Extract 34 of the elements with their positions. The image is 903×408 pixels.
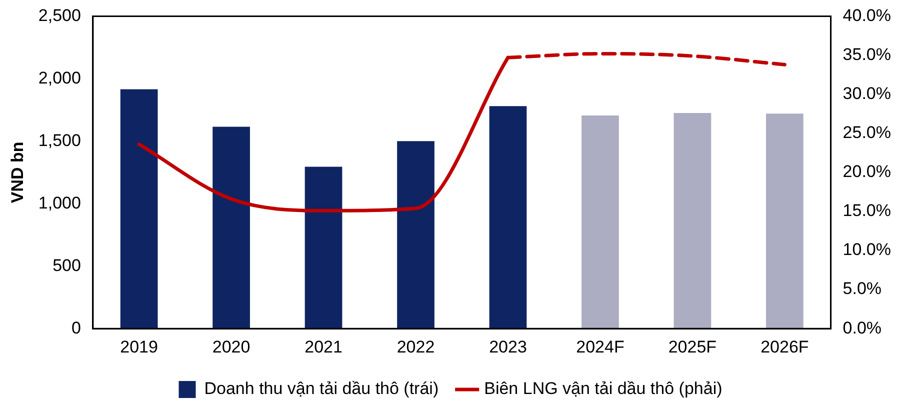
y2-tick-label: 40.0% bbox=[842, 6, 891, 25]
bar bbox=[582, 116, 619, 329]
bar bbox=[212, 126, 250, 329]
x-tick-label: 2026F bbox=[760, 337, 809, 356]
y2-tick-label: 10.0% bbox=[842, 240, 891, 260]
y-tick-label: 1,500 bbox=[38, 130, 81, 150]
x-tick-label: 2020 bbox=[212, 337, 250, 356]
x-tick-label: 2019 bbox=[120, 337, 158, 356]
y-tick-label: 0 bbox=[71, 318, 81, 338]
x-tick-label: 2024F bbox=[576, 337, 624, 356]
legend-label: Biên LNG vận tải dầu thô (phải) bbox=[484, 379, 722, 398]
bar bbox=[489, 106, 527, 329]
legend-label: Doanh thu vận tải dầu thô (trái) bbox=[204, 379, 439, 398]
bar bbox=[397, 141, 434, 329]
y-tick-label: 2,000 bbox=[38, 68, 81, 88]
y2-tick-label: 5.0% bbox=[842, 279, 882, 298]
bar bbox=[766, 114, 804, 329]
x-tick-label: 2025F bbox=[668, 337, 717, 356]
x-tick-label: 2021 bbox=[304, 337, 342, 356]
y-tick-label: 2,500 bbox=[38, 6, 81, 25]
bar bbox=[674, 113, 712, 329]
y-tick-label: 500 bbox=[52, 256, 81, 275]
y2-tick-label: 20.0% bbox=[842, 162, 891, 182]
y-axis-title: VND bn bbox=[8, 142, 27, 204]
x-tick-label: 2022 bbox=[396, 337, 435, 356]
y-tick-label: 1,000 bbox=[38, 193, 81, 212]
y2-tick-label: 30.0% bbox=[842, 84, 891, 103]
y2-tick-label: 0.0% bbox=[842, 318, 882, 338]
y2-tick-label: 35.0% bbox=[842, 44, 891, 64]
y2-tick-label: 25.0% bbox=[842, 123, 891, 142]
x-tick-label: 2023 bbox=[489, 337, 527, 356]
bar bbox=[304, 166, 342, 329]
y2-tick-label: 15.0% bbox=[842, 201, 891, 220]
bar bbox=[120, 89, 158, 329]
